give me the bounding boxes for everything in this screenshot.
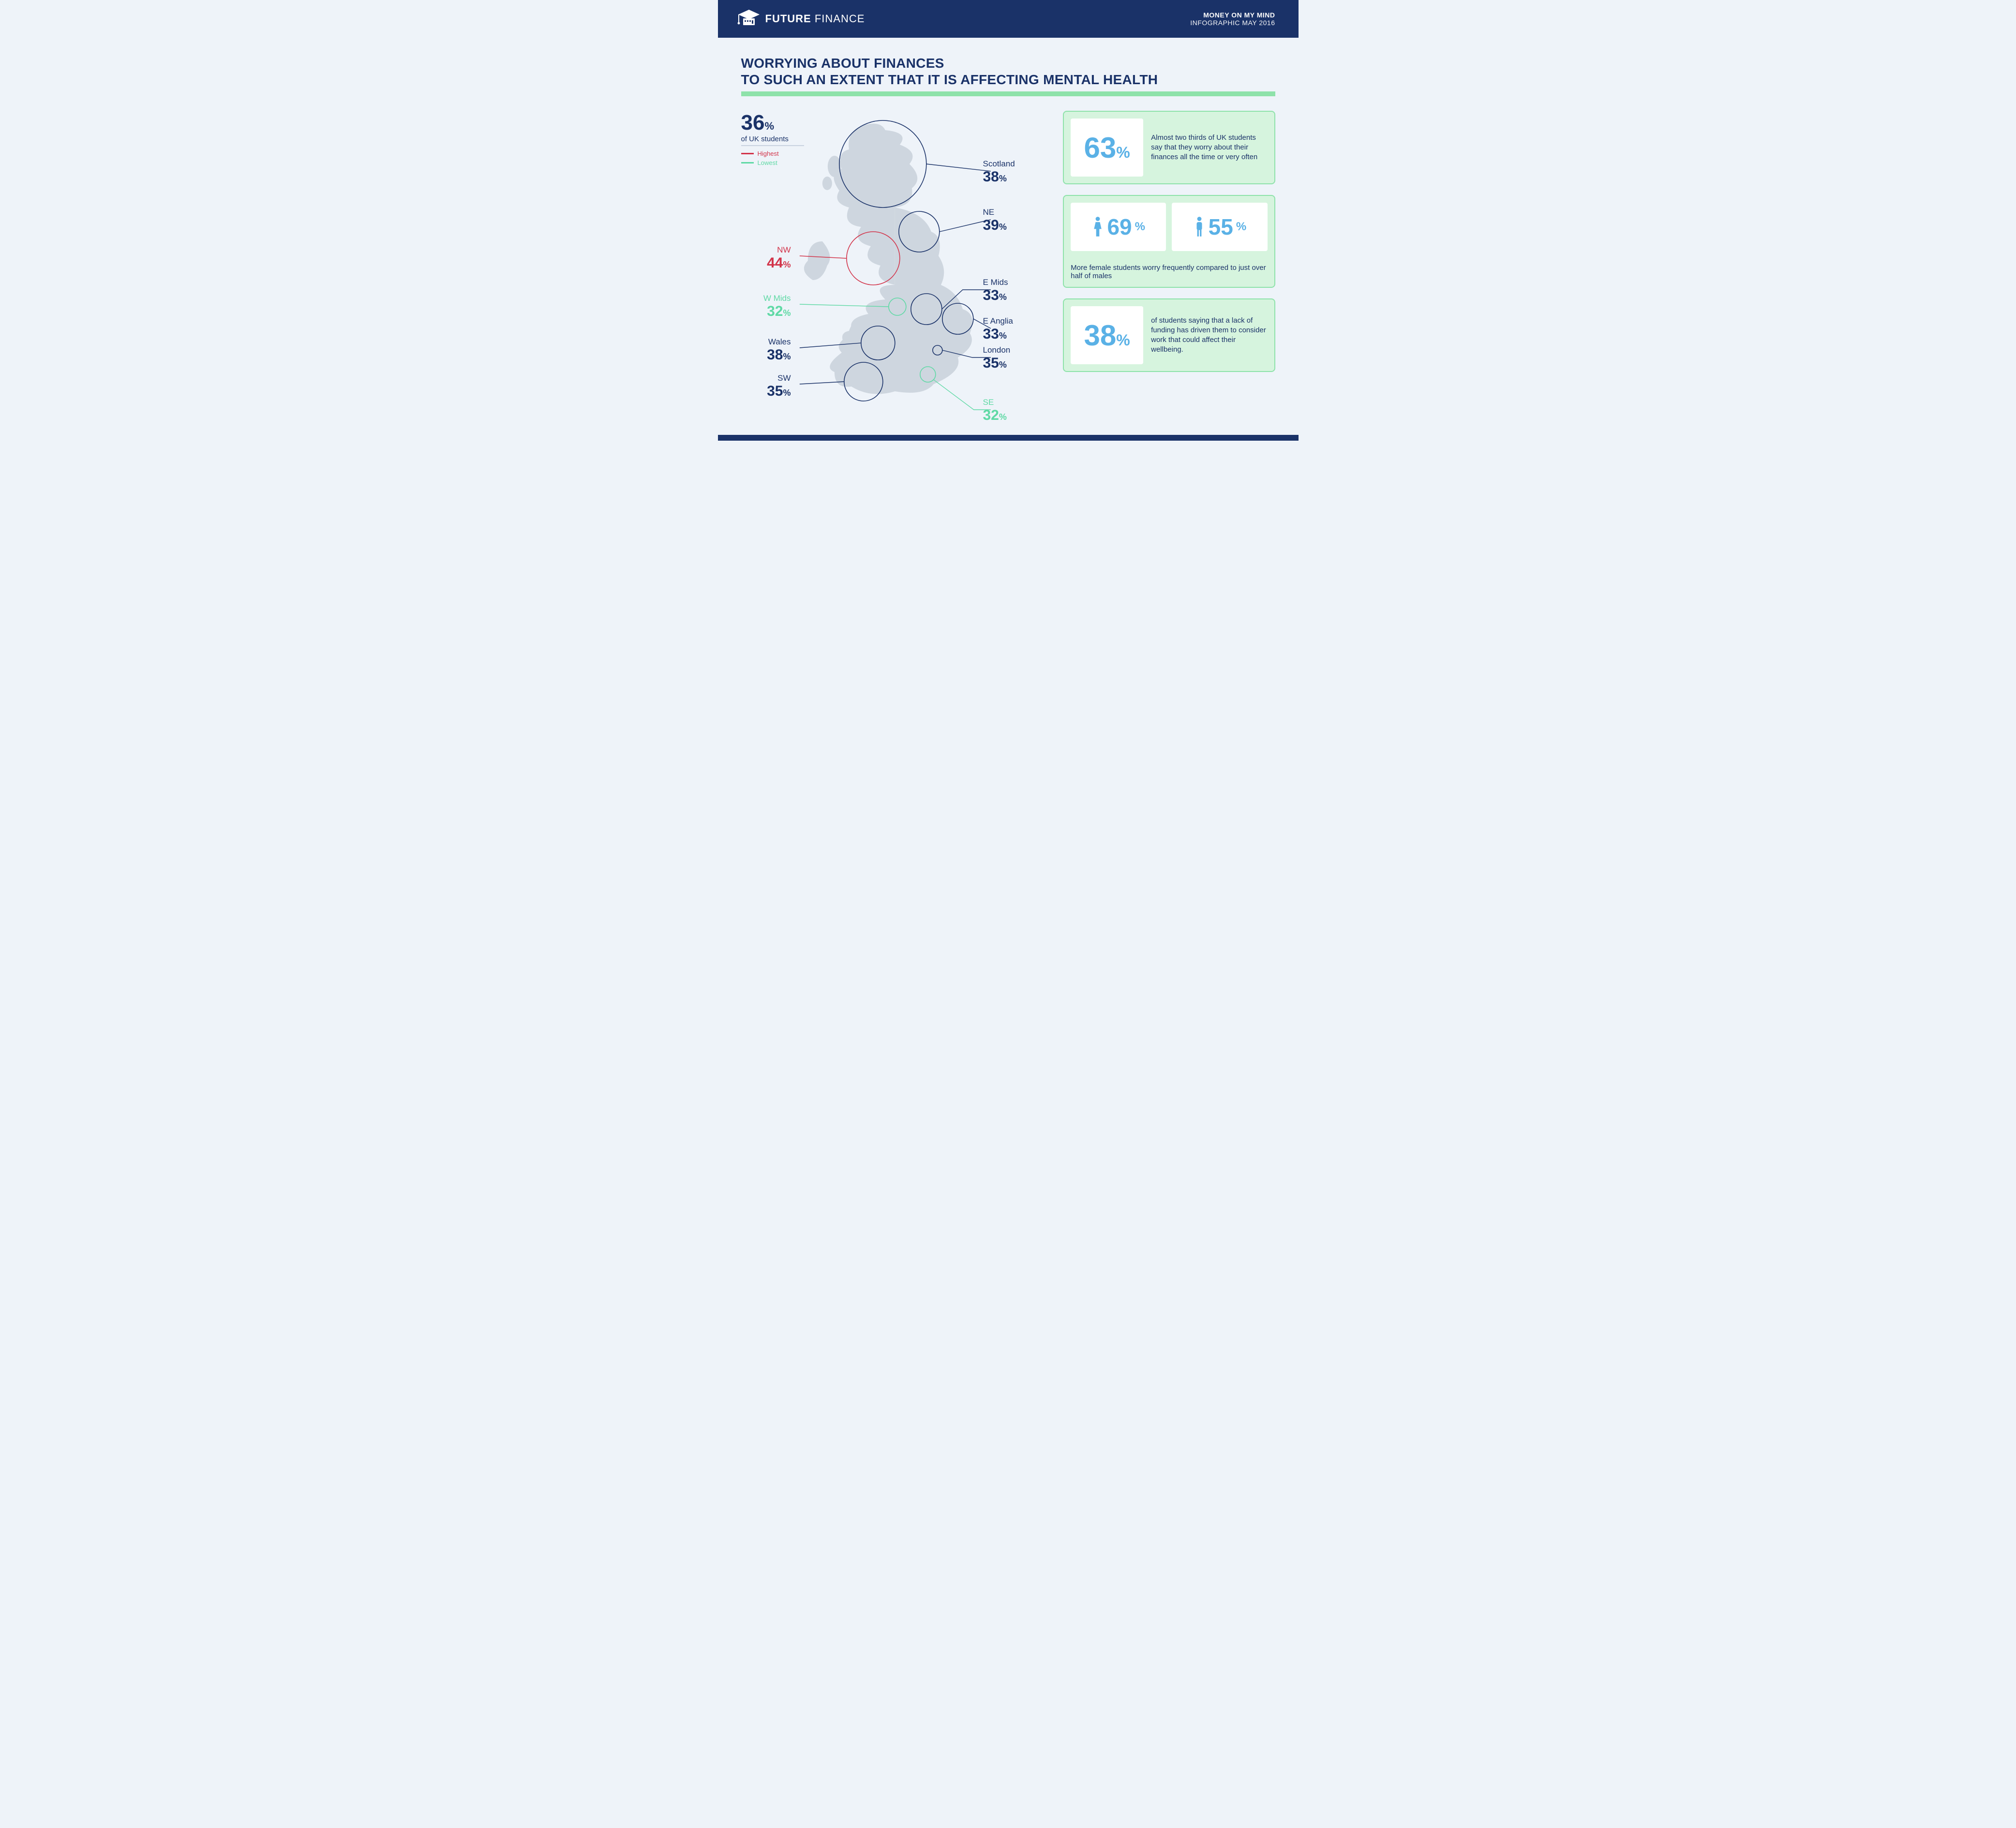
page-title-line1: WORRYING ABOUT FINANCES [741, 55, 1275, 72]
page-title-line2: TO SUCH AN EXTENT THAT IT IS AFFECTING M… [741, 72, 1275, 88]
header-title: MONEY ON MY MIND [1190, 11, 1275, 19]
header-subtitle: INFOGRAPHIC MAY 2016 [1190, 19, 1275, 27]
title-underline [741, 91, 1275, 96]
card1-value-box: 63% [1071, 119, 1143, 177]
map-wrap: 36% of UK students Highest Lowest [741, 111, 1049, 420]
map-panel: 36% of UK students Highest Lowest [741, 111, 1049, 420]
label-nw: NW 44% [767, 245, 791, 271]
label-emids: E Mids 33% [983, 278, 1008, 304]
footer-bar [718, 435, 1299, 441]
label-wales: Wales 38% [767, 337, 791, 363]
brand-logo: FUTURE FINANCE [737, 9, 865, 29]
label-ne: NE 39% [983, 208, 1007, 234]
card3-text: of students saying that a lack of fundin… [1151, 316, 1267, 355]
card-worry-often: 63% Almost two thirds of UK students say… [1063, 111, 1275, 184]
gender-male-value: 55 [1209, 214, 1233, 240]
brand-text-right: FINANCE [815, 13, 865, 25]
gender-male-box: 55% [1172, 203, 1267, 251]
card1-value: 63 [1084, 132, 1117, 164]
label-london: London 35% [983, 345, 1011, 372]
male-icon [1193, 216, 1206, 238]
label-sw: SW 35% [767, 373, 791, 400]
label-se: SE 32% [983, 398, 1007, 424]
graduation-cap-icon [737, 9, 761, 29]
main-columns: 36% of UK students Highest Lowest [741, 111, 1275, 420]
brand-text: FUTURE FINANCE [765, 13, 865, 25]
header-bar: FUTURE FINANCE MONEY ON MY MIND INFOGRAP… [718, 0, 1299, 38]
card-gender: 69% 55% More female students worry frequ… [1063, 195, 1275, 288]
header-right: MONEY ON MY MIND INFOGRAPHIC MAY 2016 [1190, 11, 1275, 27]
brand-text-left: FUTURE [765, 13, 811, 25]
gender-female-box: 69% [1071, 203, 1166, 251]
label-scotland: Scotland 38% [983, 159, 1015, 185]
card1-text: Almost two thirds of UK students say tha… [1151, 133, 1267, 163]
label-eanglia: E Anglia 33% [983, 316, 1013, 342]
page-title-block: WORRYING ABOUT FINANCES TO SUCH AN EXTEN… [741, 55, 1275, 96]
stat-cards: 63% Almost two thirds of UK students say… [1063, 111, 1275, 420]
gender-female-value: 69 [1107, 214, 1132, 240]
gender-row: 69% 55% [1071, 203, 1267, 251]
label-wmids: W Mids 32% [763, 294, 791, 320]
gender-text: More female students worry frequently co… [1071, 264, 1267, 280]
uk-landmass [804, 124, 972, 394]
card3-value: 38 [1084, 319, 1117, 352]
card-lack-funding: 38% of students saying that a lack of fu… [1063, 298, 1275, 372]
female-icon [1091, 216, 1104, 238]
card3-value-box: 38% [1071, 306, 1143, 364]
content: WORRYING ABOUT FINANCES TO SUCH AN EXTEN… [718, 38, 1299, 435]
